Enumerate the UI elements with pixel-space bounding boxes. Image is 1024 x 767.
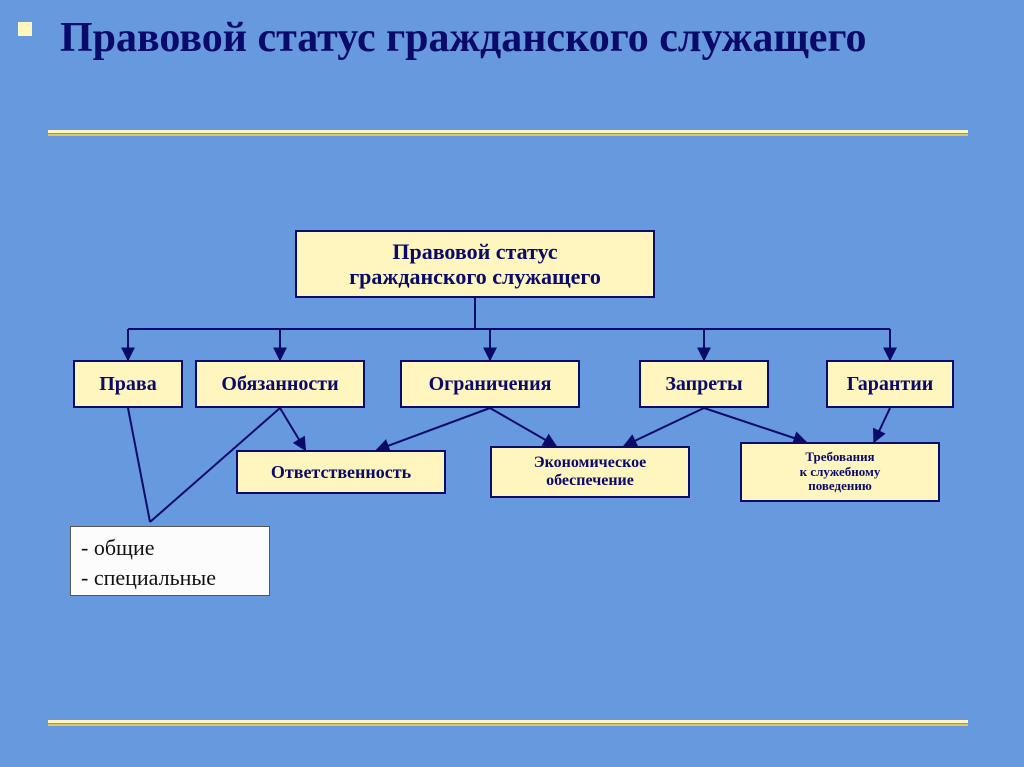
diagram-container: Правовой статусгражданского служащего Пра… <box>0 0 1024 767</box>
l2-duties: Обязанности <box>195 360 365 408</box>
plain-box: - общие- специальные <box>70 526 270 596</box>
l2-bans: Запреты <box>639 360 769 408</box>
root-box: Правовой статусгражданского служащего <box>295 230 655 298</box>
l3-responsibility: Ответственность <box>236 450 446 494</box>
l3-requirements: Требованияк служебномуповедению <box>740 442 940 502</box>
l2-rights: Права <box>73 360 183 408</box>
l3-economic: Экономическоеобеспечение <box>490 446 690 498</box>
l2-limits: Ограничения <box>400 360 580 408</box>
l2-guarantees: Гарантии <box>826 360 954 408</box>
